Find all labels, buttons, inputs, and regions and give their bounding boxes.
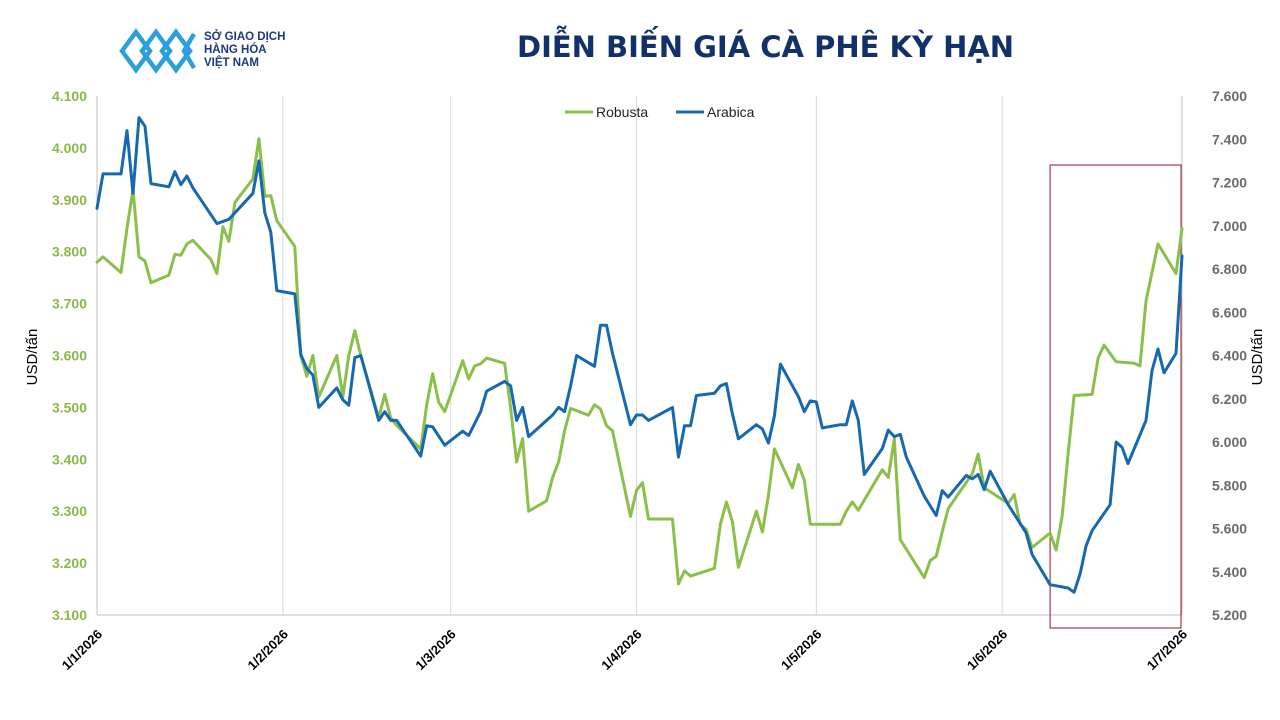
y-tick-right-3: 5.600: [1212, 521, 1247, 537]
y-tick-left-10: 4.000: [52, 140, 87, 156]
y-tick-right-10: 7.000: [1212, 218, 1247, 234]
y-tick-left-5: 3.500: [52, 399, 87, 415]
y-tick-right-1: 5.200: [1212, 607, 1247, 623]
chart-ticks: 3.100 3.200 3.300 3.400 3.500 3.600 3.700 3.800…: [52, 88, 1247, 673]
exchange-logo-text: SỞ GIAO DỊCH HÀNG HÓA VIỆT NAM: [204, 31, 285, 70]
x-tick-2: 1/2/2026: [245, 627, 291, 673]
x-tick-5: 1/5/2026: [778, 627, 824, 673]
y-tick-left-9: 3.900: [52, 192, 87, 208]
legend-label-arabica: Arabica: [707, 104, 755, 120]
series-line-arabica: [95, 116, 1184, 594]
y-tick-right-4: 5.800: [1212, 477, 1247, 493]
chart-legend: Robusta Arabica: [565, 104, 755, 120]
y-tick-left-8: 3.800: [52, 244, 87, 260]
exchange-logo-mark: [119, 28, 196, 74]
y-tick-right-5: 6.000: [1212, 434, 1247, 450]
y-axis-label-right: USD/tấn: [1249, 329, 1266, 386]
x-tick-6: 1/6/2026: [964, 627, 1010, 673]
legend-label-robusta: Robusta: [596, 104, 648, 120]
x-tick-7: 1/7/2026: [1144, 627, 1190, 673]
y-tick-left-3: 3.300: [52, 503, 87, 519]
y-tick-right-11: 7.200: [1212, 175, 1247, 191]
y-tick-left-4: 3.400: [52, 451, 87, 467]
highlight-rect: [1049, 164, 1182, 629]
y-tick-right-13: 7.600: [1212, 88, 1247, 104]
y-tick-right-7: 6.400: [1212, 348, 1247, 364]
y-tick-right-9: 6.800: [1212, 261, 1247, 277]
logo-line-2: HÀNG HÓA: [204, 44, 267, 56]
y-tick-left-7: 3.700: [52, 296, 87, 312]
x-tick-3: 1/3/2026: [412, 627, 458, 673]
x-tick-4: 1/4/2026: [598, 627, 644, 673]
series-line-robusta: [95, 137, 1184, 586]
y-tick-left-2: 3.200: [52, 555, 87, 571]
y-tick-left-11: 4.100: [52, 88, 87, 104]
y-tick-right-12: 7.400: [1212, 131, 1247, 147]
highlight-box: [1049, 164, 1182, 629]
y-tick-right-8: 6.600: [1212, 304, 1247, 320]
logo-line-3: VIỆT NAM: [204, 57, 259, 69]
y-tick-right-6: 6.200: [1212, 391, 1247, 407]
chart-series: [95, 116, 1184, 594]
y-tick-left-6: 3.600: [52, 348, 87, 364]
chart-title: DIỄN BIẾN GIÁ CÀ PHÊ KỲ HẠN: [517, 30, 1015, 64]
y-tick-left-1: 3.100: [52, 607, 87, 623]
x-tick-1: 1/1/2026: [59, 627, 105, 673]
chart-grid: [96, 96, 1183, 616]
y-axis-label-left: USD/tấn: [24, 329, 41, 386]
y-tick-right-2: 5.400: [1212, 564, 1247, 580]
logo-line-1: SỞ GIAO DỊCH: [204, 31, 286, 43]
exchange-logo: SỞ GIAO DỊCH HÀNG HÓA VIỆT NAM: [118, 28, 318, 78]
